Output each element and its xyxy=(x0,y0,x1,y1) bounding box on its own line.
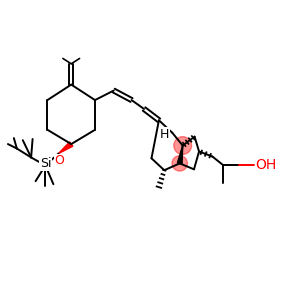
Text: O: O xyxy=(54,154,64,167)
Polygon shape xyxy=(58,142,73,154)
Polygon shape xyxy=(177,146,183,164)
Circle shape xyxy=(172,156,188,171)
Text: OH: OH xyxy=(256,158,277,172)
Text: Si: Si xyxy=(40,158,51,170)
Circle shape xyxy=(174,136,192,154)
Text: H: H xyxy=(160,128,170,141)
